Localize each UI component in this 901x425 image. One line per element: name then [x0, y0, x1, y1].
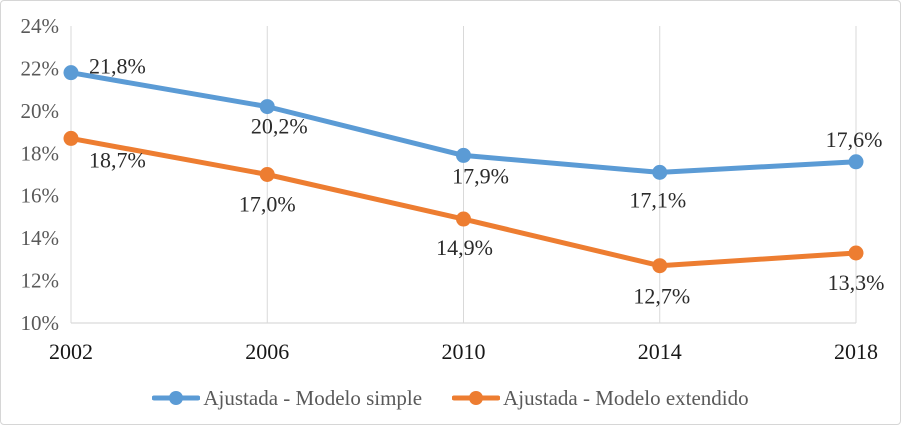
- legend-dot: [169, 391, 184, 405]
- data-point: [456, 147, 471, 163]
- data-point: [259, 167, 275, 182]
- data-point: [652, 164, 668, 180]
- data-point: [63, 65, 79, 81]
- legend-dot: [469, 391, 484, 405]
- data-label: 17,1%: [629, 187, 686, 212]
- data-point: [259, 99, 275, 115]
- y-tick-label: 24%: [21, 14, 60, 38]
- data-label: 17,6%: [826, 127, 883, 152]
- data-label: 18,7%: [89, 147, 146, 172]
- data-point: [63, 130, 79, 146]
- data-label: 21,8%: [89, 54, 146, 79]
- x-tick-label: 2006: [245, 339, 289, 364]
- y-tick-label: 22%: [21, 56, 60, 80]
- y-tick-label: 10%: [21, 311, 60, 335]
- legend-label: Ajustada - Modelo extendido: [503, 385, 749, 410]
- x-tick-label: 2002: [49, 339, 93, 364]
- legend-line-marker-icon: [452, 391, 501, 405]
- data-point: [848, 245, 864, 261]
- data-point: [652, 258, 668, 274]
- y-tick-label: 14%: [21, 226, 60, 250]
- data-label: 12,7%: [633, 284, 690, 309]
- data-label: 17,0%: [239, 192, 296, 217]
- y-tick-label: 16%: [21, 184, 60, 208]
- legend-label: Ajustada - Modelo simple: [203, 385, 423, 410]
- data-label: 17,9%: [452, 163, 509, 188]
- legend: Ajustada - Modelo simple Ajustada - Model…: [1, 383, 900, 413]
- y-tick-label: 18%: [21, 141, 60, 165]
- data-label: 14,9%: [436, 235, 493, 260]
- data-label: 13,3%: [828, 270, 885, 295]
- x-tick-label: 2010: [442, 339, 486, 364]
- data-point: [456, 211, 471, 227]
- data-point: [848, 154, 864, 170]
- x-tick-label: 2014: [638, 339, 682, 364]
- data-label: 20,2%: [251, 114, 308, 139]
- y-tick-label: 12%: [21, 269, 60, 293]
- legend-item-1: Ajustada - Modelo extendido: [452, 386, 749, 411]
- legend-item-0: Ajustada - Modelo simple: [152, 386, 422, 411]
- y-tick-label: 20%: [21, 99, 60, 123]
- x-tick-label: 2018: [834, 339, 878, 364]
- legend-line-marker-icon: [152, 391, 201, 405]
